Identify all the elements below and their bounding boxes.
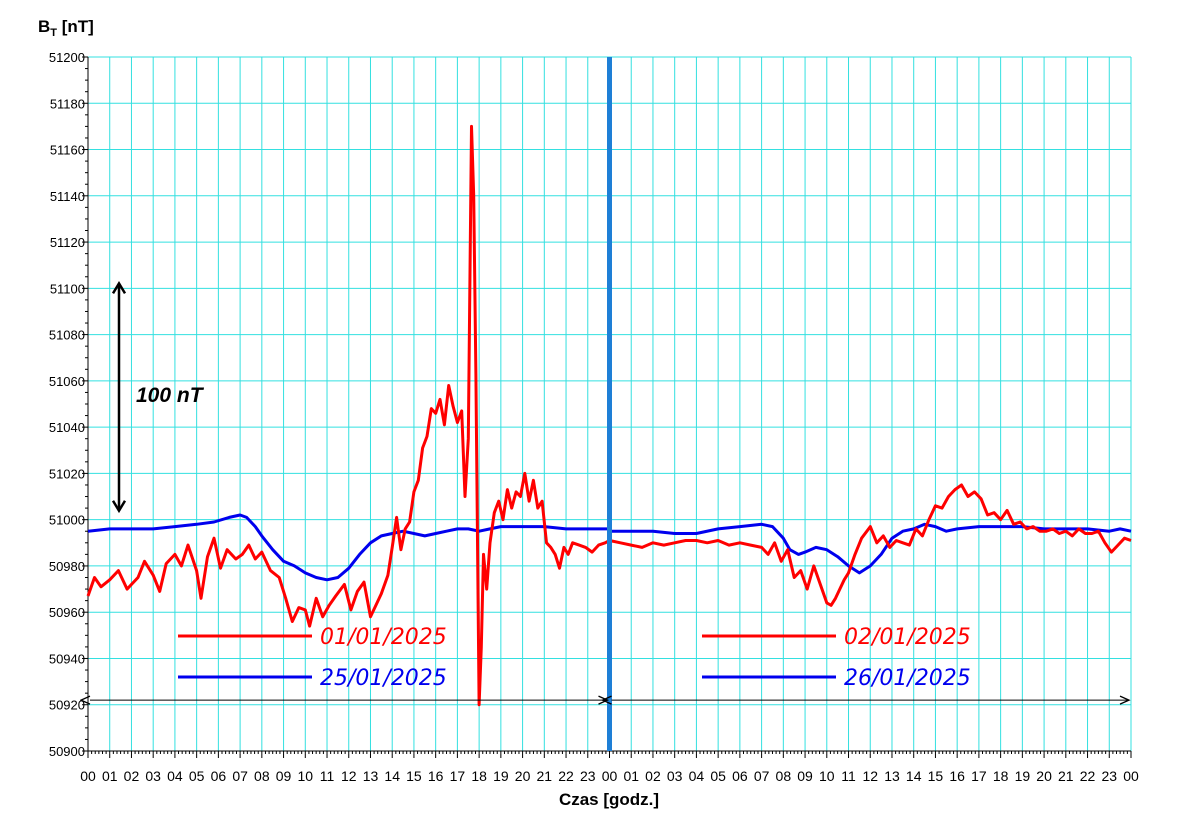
legend-label: 01/01/2025 — [320, 625, 447, 650]
y-tick-label: 50940 — [49, 651, 85, 666]
x-tick-label: 00 — [80, 768, 96, 784]
x-tick-label: 12 — [341, 768, 357, 784]
x-tick-label: 08 — [776, 768, 792, 784]
x-tick-label: 20 — [515, 768, 531, 784]
x-tick-label: 18 — [471, 768, 487, 784]
series-line-02-01-2025 — [609, 483, 1132, 607]
x-tick-label: 03 — [667, 768, 683, 784]
x-tick-label: 16 — [949, 768, 965, 784]
x-tick-label: 07 — [754, 768, 770, 784]
x-tick-label: 09 — [276, 768, 292, 784]
x-tick-label: 13 — [363, 768, 379, 784]
x-tick-label: 21 — [1058, 768, 1074, 784]
x-tick-label: 07 — [232, 768, 248, 784]
x-tick-label: 06 — [211, 768, 227, 784]
x-axis-ticks: 00 01 02 03 04 05 06 07 08 09 10 11 12 13 14 15 16 17 18 19… — [80, 751, 1139, 784]
x-tick-label: 01 — [102, 768, 118, 784]
x-tick-label: 15 — [928, 768, 944, 784]
x-tick-label: 19 — [1015, 768, 1031, 784]
y-tick-label: 51080 — [49, 328, 85, 343]
series-lines — [86, 124, 1132, 707]
x-tick-label: 14 — [906, 768, 922, 784]
x-tick-label: 02 — [645, 768, 661, 784]
y-tick-label: 50960 — [49, 605, 85, 620]
x-tick-label: 11 — [320, 768, 335, 784]
x-tick-label: 21 — [537, 768, 553, 784]
y-axis-ticks: 50900 50920 50940 50960 50980 51000 51020 51040… — [49, 50, 88, 759]
x-tick-label: 04 — [167, 768, 183, 784]
x-tick-label: 02 — [124, 768, 140, 784]
x-tick-label: 03 — [145, 768, 161, 784]
y-tick-label: 51020 — [49, 466, 85, 481]
legend: 01/01/2025 25/01/2025 02/01/2025 26/01/2025 — [178, 625, 971, 691]
x-tick-label: 13 — [884, 768, 900, 784]
y-tick-label: 51200 — [49, 50, 85, 65]
y-tick-label: 50920 — [49, 698, 85, 713]
y-tick-label: 51140 — [50, 189, 85, 204]
x-tick-label: 08 — [254, 768, 270, 784]
x-tick-label: 23 — [580, 768, 596, 784]
y-tick-label: 51000 — [49, 513, 85, 528]
x-tick-label: 22 — [558, 768, 574, 784]
x-tick-label: 04 — [689, 768, 705, 784]
series-line-25-01-2025 — [87, 513, 610, 582]
x-tick-label: 00 — [1123, 768, 1139, 784]
x-tick-label: 11 — [841, 768, 856, 784]
x-tick-label: 09 — [797, 768, 813, 784]
y-tick-label: 51040 — [49, 420, 85, 435]
y-tick-label: 51120 — [50, 235, 85, 250]
x-tick-label: 10 — [298, 768, 314, 784]
annotations: 100 nT — [90, 57, 1129, 751]
x-tick-label: 19 — [493, 768, 509, 784]
x-tick-label: 05 — [189, 768, 205, 784]
y-tick-label: 51100 — [50, 281, 85, 296]
x-tick-label: 17 — [450, 768, 466, 784]
x-tick-label: 14 — [384, 768, 400, 784]
legend-label: 02/01/2025 — [844, 625, 971, 650]
x-tick-label: 12 — [862, 768, 878, 784]
y-tick-label: 50980 — [49, 559, 85, 574]
x-tick-label: 23 — [1101, 768, 1117, 784]
x-tick-label: 00 — [602, 768, 618, 784]
x-tick-label: 01 — [623, 768, 639, 784]
x-tick-label: 17 — [971, 768, 987, 784]
y-tick-label: 51160 — [50, 143, 85, 158]
series-line-01-01-2025 — [86, 124, 611, 707]
x-tick-label: 16 — [428, 768, 444, 784]
y-tick-label: 51060 — [49, 374, 85, 389]
x-tick-label: 20 — [1036, 768, 1052, 784]
x-tick-label: 22 — [1080, 768, 1096, 784]
x-tick-label: 05 — [710, 768, 726, 784]
x-tick-label: 18 — [993, 768, 1009, 784]
legend-label: 26/01/2025 — [844, 666, 971, 691]
y-tick-label: 51180 — [50, 96, 85, 111]
x-axis-title: Czas [godz.] — [559, 790, 659, 809]
x-tick-label: 06 — [732, 768, 748, 784]
y-tick-label: 50900 — [49, 744, 85, 759]
legend-label: 25/01/2025 — [320, 666, 447, 691]
x-tick-label: 10 — [819, 768, 835, 784]
y-axis-title: BT [nT] — [38, 17, 94, 39]
scale-annotation-label: 100 nT — [136, 384, 205, 407]
x-tick-label: 15 — [406, 768, 422, 784]
